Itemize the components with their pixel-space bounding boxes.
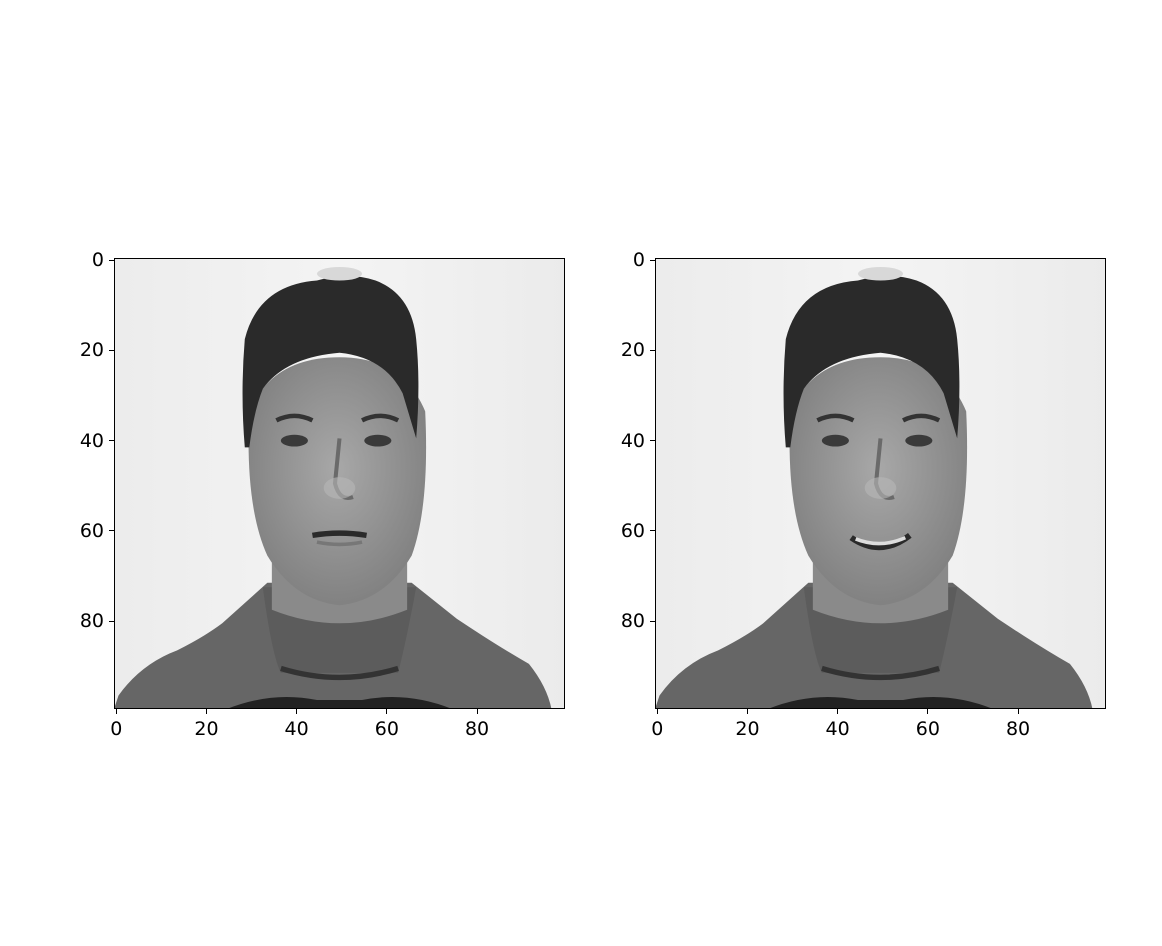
y-tick-mark (109, 620, 114, 622)
hair (783, 276, 960, 448)
y-tick-label: 60 (79, 519, 104, 542)
x-tick-mark (927, 709, 929, 714)
y-tick-mark (650, 530, 655, 532)
y-tick-mark (109, 259, 114, 261)
x-tick-label: 60 (915, 718, 940, 740)
hair (242, 276, 419, 448)
x-tick-mark (476, 709, 478, 714)
y-tick-mark (650, 349, 655, 351)
y-tick-label: 40 (620, 429, 645, 452)
y-tick-label: 60 (620, 519, 645, 542)
x-tick-label: 80 (1005, 718, 1031, 740)
y-tick-mark (650, 440, 655, 442)
y-tick-mark (109, 530, 114, 532)
axes-frame (655, 258, 1106, 709)
x-tick-label: 60 (374, 718, 399, 740)
y-tick-label: 80 (79, 610, 104, 633)
y-tick-mark (109, 440, 114, 442)
x-tick-label: 20 (194, 718, 219, 740)
x-tick-label: 0 (110, 718, 123, 740)
x-tick-mark (656, 709, 658, 714)
y-tick-label: 20 (79, 339, 104, 362)
x-tick-label: 40 (825, 718, 850, 740)
y-tick-mark (650, 259, 655, 261)
y-tick-mark (109, 349, 114, 351)
y-tick-label: 40 (79, 429, 104, 452)
x-tick-mark (115, 709, 117, 714)
left-image-axes: 0 20 40 60 80 0 20 40 60 80 (80, 249, 565, 740)
x-tick-mark (746, 709, 748, 714)
left-eye (821, 434, 849, 447)
y-tick-mark (650, 620, 655, 622)
x-tick-mark (386, 709, 388, 714)
left-eye (280, 434, 308, 447)
x-tick-label: 0 (651, 718, 664, 740)
y-tick-label: 0 (632, 249, 645, 272)
right-eye (364, 434, 392, 447)
x-tick-mark (296, 709, 298, 714)
x-tick-mark (837, 709, 839, 714)
axes-frame (114, 258, 565, 709)
x-tick-label: 20 (735, 718, 760, 740)
y-tick-label: 20 (620, 339, 645, 362)
right-image-axes: 0 20 40 60 80 0 20 40 60 80 (621, 249, 1106, 740)
x-tick-label: 40 (284, 718, 309, 740)
right-eye (905, 434, 933, 447)
y-tick-label: 0 (91, 249, 104, 272)
y-tick-label: 80 (620, 610, 645, 633)
x-tick-mark (205, 709, 207, 714)
x-tick-label: 80 (464, 718, 490, 740)
x-tick-mark (1017, 709, 1019, 714)
